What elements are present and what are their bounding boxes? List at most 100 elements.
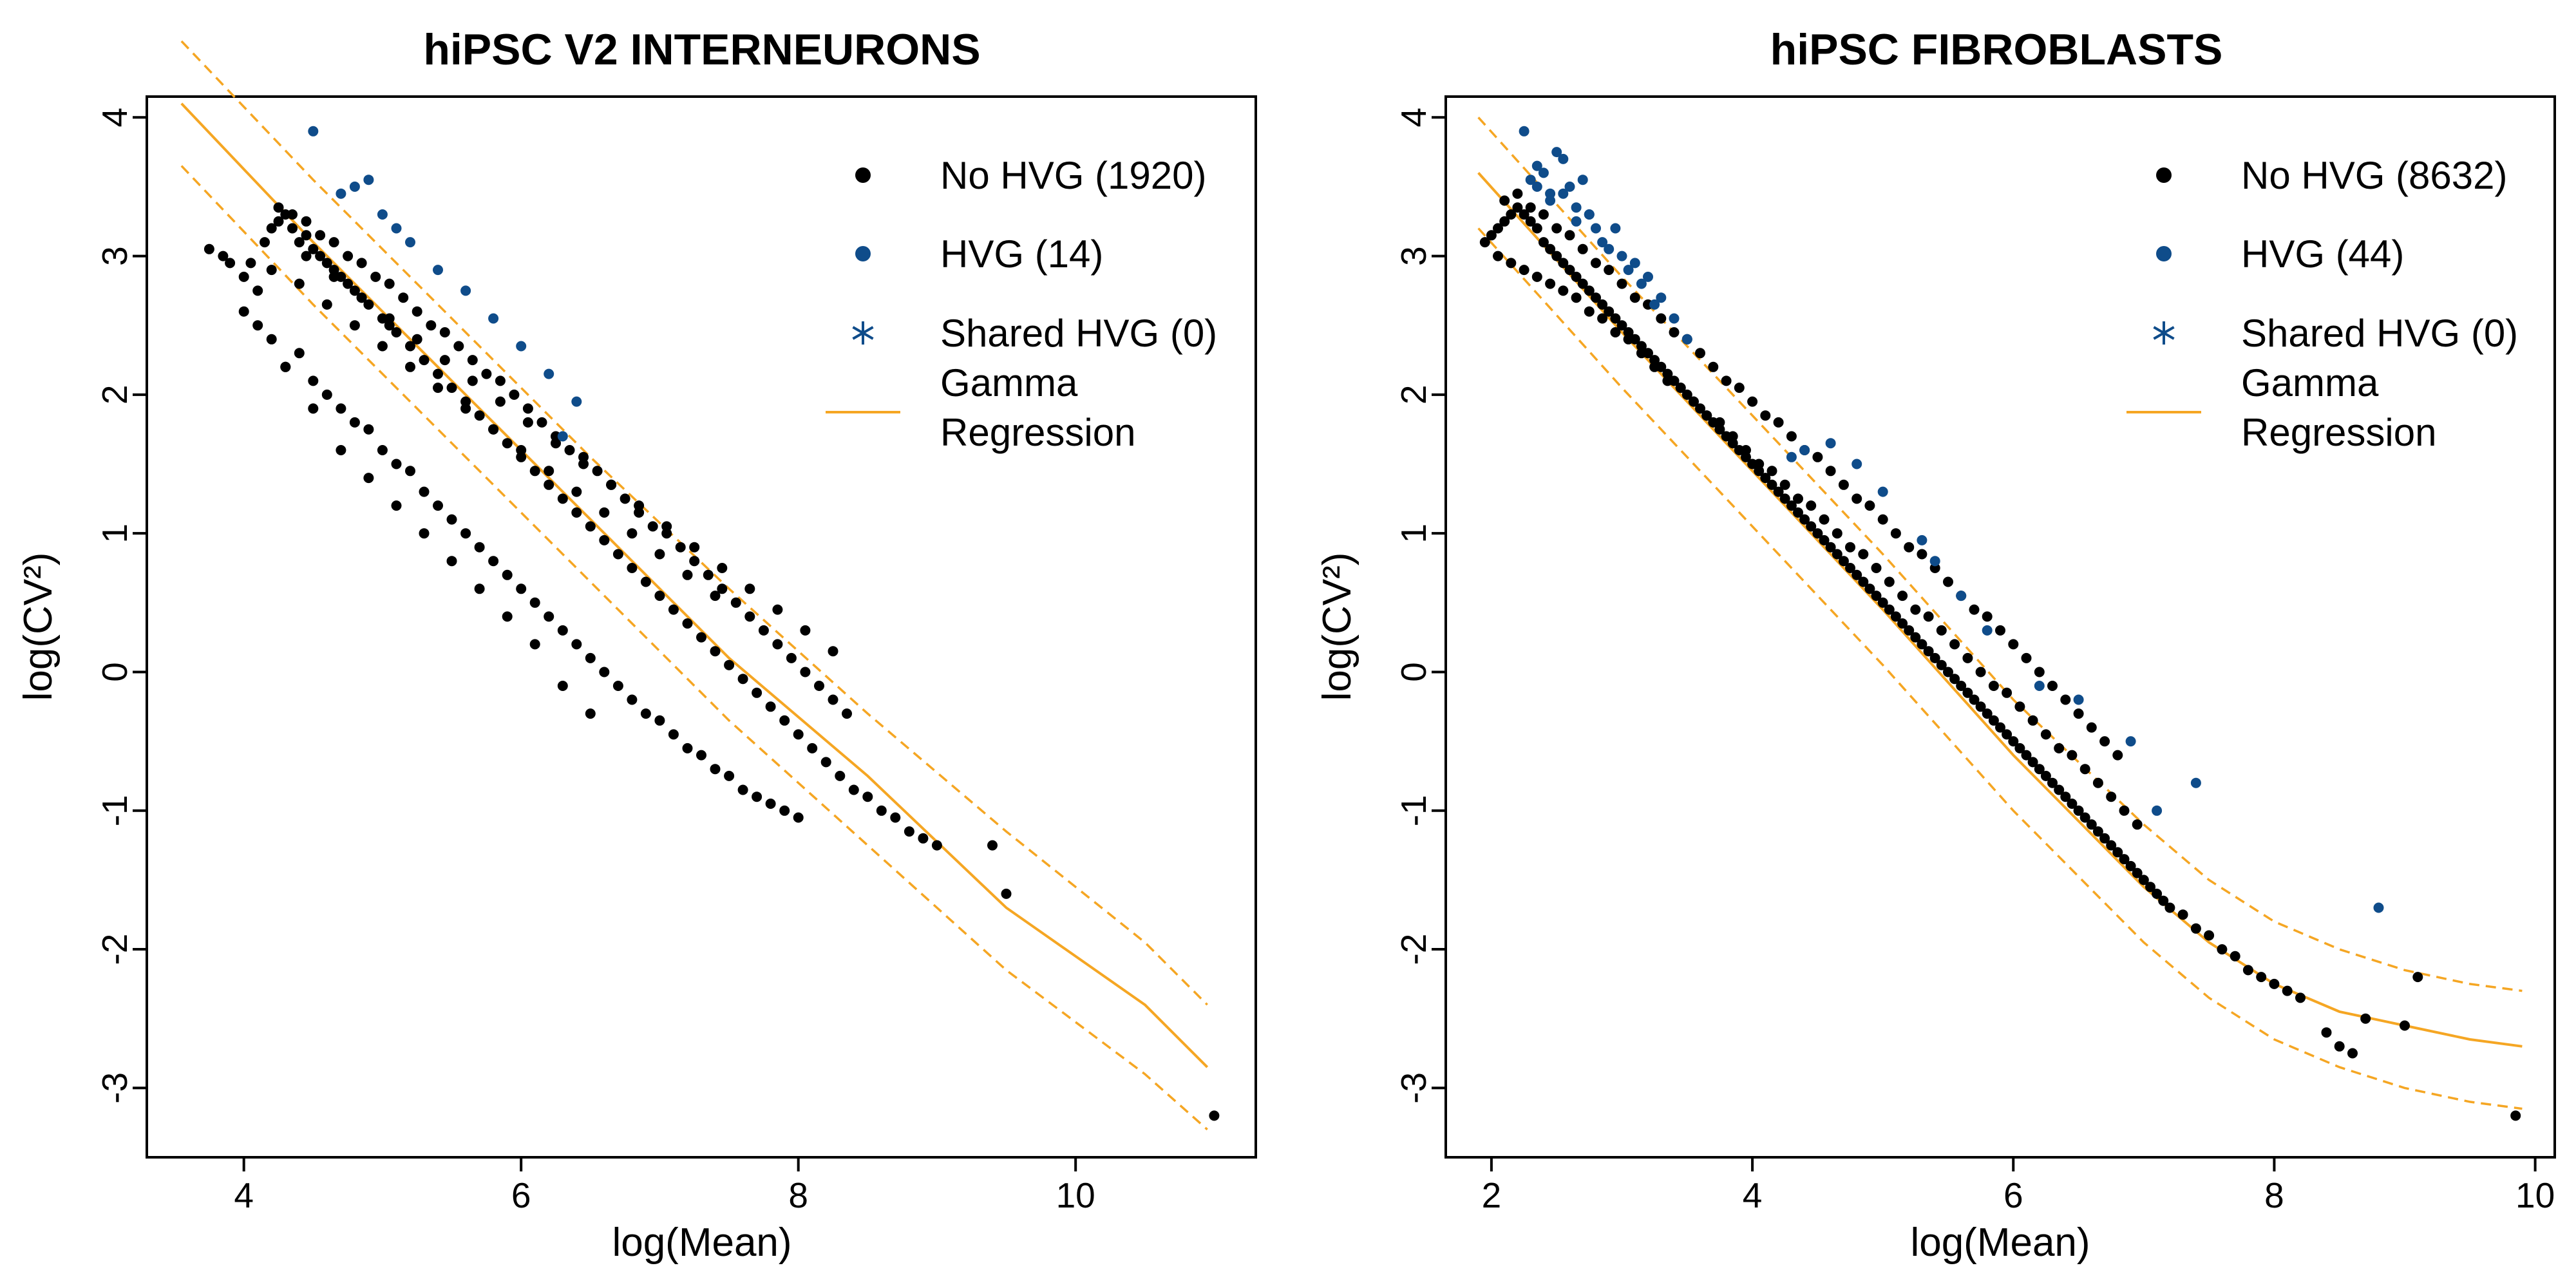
data-point-hvg xyxy=(1571,202,1582,213)
data-point-no-hvg xyxy=(315,230,326,241)
data-point-no-hvg xyxy=(529,639,540,650)
data-point-no-hvg xyxy=(245,258,256,269)
data-point-no-hvg xyxy=(2242,965,2253,976)
data-point-no-hvg xyxy=(2079,812,2090,823)
data-point-no-hvg xyxy=(1982,708,1993,719)
data-point-no-hvg xyxy=(730,597,741,608)
data-point-no-hvg xyxy=(321,389,332,400)
data-point-no-hvg xyxy=(280,361,291,372)
data-point-hvg xyxy=(557,431,568,442)
data-point-no-hvg xyxy=(1819,514,1830,525)
data-point-no-hvg xyxy=(495,396,506,407)
data-point-no-hvg xyxy=(682,569,693,580)
data-point-no-hvg xyxy=(689,542,700,553)
data-point-no-hvg xyxy=(412,306,422,317)
data-point-no-hvg xyxy=(835,770,846,781)
data-point-hvg xyxy=(2073,694,2084,705)
data-point-hvg xyxy=(1681,334,1692,345)
data-point-no-hvg xyxy=(1975,701,1986,712)
data-point-no-hvg xyxy=(1519,265,1530,276)
data-point-no-hvg xyxy=(647,521,658,532)
data-point-no-hvg xyxy=(1936,659,1947,670)
data-point-no-hvg xyxy=(1545,243,1556,254)
data-point-no-hvg xyxy=(689,556,700,567)
data-point-no-hvg xyxy=(1917,549,1927,560)
data-point-no-hvg xyxy=(1741,445,1751,455)
data-point-no-hvg xyxy=(1858,576,1869,587)
data-point-no-hvg xyxy=(557,625,568,636)
data-point-no-hvg xyxy=(752,791,762,802)
data-point-no-hvg xyxy=(800,625,811,636)
scatter-points xyxy=(1479,126,2521,1121)
data-point-no-hvg xyxy=(252,285,263,296)
data-point-no-hvg xyxy=(1629,292,1640,303)
data-point-hvg xyxy=(336,188,346,199)
data-point-no-hvg xyxy=(1975,667,1986,677)
data-point-no-hvg xyxy=(1969,694,1980,705)
data-point-no-hvg xyxy=(536,417,547,428)
data-point-no-hvg xyxy=(1708,361,1719,372)
data-point-no-hvg xyxy=(1793,493,1803,504)
data-point-no-hvg xyxy=(204,243,214,254)
data-point-no-hvg xyxy=(1995,625,2005,636)
data-point-hvg xyxy=(1799,445,1810,455)
data-point-no-hvg xyxy=(1812,528,1823,539)
y-tick-label: 2 xyxy=(1394,385,1434,405)
data-point-no-hvg xyxy=(1962,687,1973,698)
data-point-no-hvg xyxy=(2073,805,2084,816)
data-point-no-hvg xyxy=(2027,715,2038,726)
y-tick-label: 1 xyxy=(1394,524,1434,544)
regression-lower-band xyxy=(1477,227,2523,1110)
data-point-no-hvg xyxy=(564,445,575,455)
data-point-hvg xyxy=(1982,625,1993,636)
data-point-no-hvg xyxy=(640,576,651,587)
data-point-no-hvg xyxy=(744,583,755,594)
data-point-no-hvg xyxy=(627,694,638,705)
data-point-no-hvg xyxy=(2073,708,2084,719)
legend-label-line2: Regression xyxy=(940,411,1136,454)
data-point-no-hvg xyxy=(446,514,457,525)
data-point-no-hvg xyxy=(1779,479,1790,490)
legend-label: HVG (44) xyxy=(2241,232,2404,276)
data-point-no-hvg xyxy=(1929,652,1940,663)
data-point-hvg xyxy=(1538,167,1549,178)
data-point-no-hvg xyxy=(301,251,312,261)
data-point-no-hvg xyxy=(1793,507,1803,518)
data-point-no-hvg xyxy=(460,403,471,414)
legend-marker-dot xyxy=(2156,167,2172,183)
y-tick-label: 2 xyxy=(95,385,135,405)
legend-label: No HVG (1920) xyxy=(940,154,1207,197)
data-point-no-hvg xyxy=(696,750,706,761)
data-point-no-hvg xyxy=(744,611,755,622)
data-point-no-hvg xyxy=(2106,840,2117,851)
data-point-no-hvg xyxy=(654,591,665,601)
data-point-no-hvg xyxy=(370,271,381,282)
y-tick-label: 3 xyxy=(1394,246,1434,266)
data-point-no-hvg xyxy=(2092,826,2103,837)
data-point-no-hvg xyxy=(2217,944,2228,955)
data-point-no-hvg xyxy=(1479,237,1490,248)
data-point-no-hvg xyxy=(2347,1048,2358,1059)
data-point-no-hvg xyxy=(1493,251,1503,261)
data-point-no-hvg xyxy=(1499,195,1510,206)
data-point-no-hvg xyxy=(391,327,402,337)
data-point-no-hvg xyxy=(1604,306,1615,317)
data-point-no-hvg xyxy=(1551,223,1562,234)
regression-lower-band xyxy=(180,165,1208,1131)
data-point-no-hvg xyxy=(1610,313,1621,324)
data-point-no-hvg xyxy=(627,528,638,539)
data-point-hvg xyxy=(377,209,388,220)
legend-label: Shared HVG (0) xyxy=(940,312,1217,355)
data-point-no-hvg xyxy=(1864,500,1875,511)
data-point-no-hvg xyxy=(682,743,693,753)
data-point-no-hvg xyxy=(2132,819,2143,830)
data-point-hvg xyxy=(1597,237,1608,248)
data-point-no-hvg xyxy=(336,445,346,455)
regression-line xyxy=(1477,172,2523,1048)
data-point-no-hvg xyxy=(848,784,859,795)
data-point-no-hvg xyxy=(661,521,672,532)
x-tick-label: 4 xyxy=(1743,1175,1763,1215)
y-axis-ticks: -3 -2 -1 0 1 2 3 4 xyxy=(95,108,147,1104)
data-point-no-hvg xyxy=(301,230,312,241)
data-point-no-hvg xyxy=(675,542,686,553)
